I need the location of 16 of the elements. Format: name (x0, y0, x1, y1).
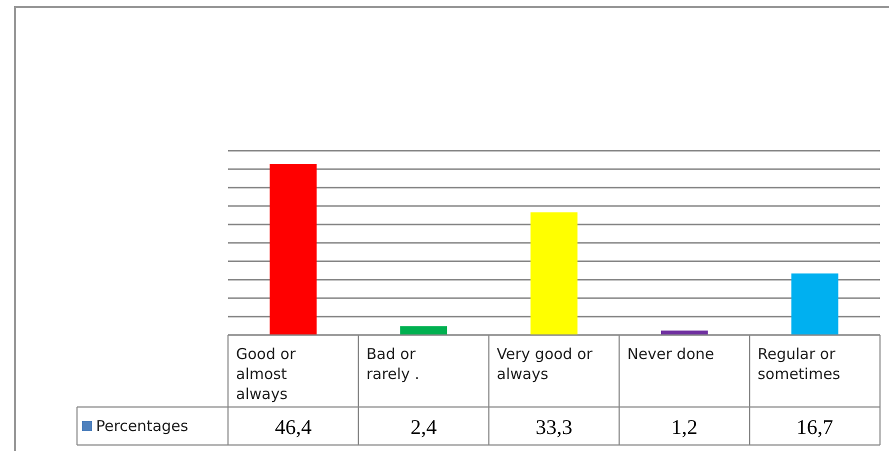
x-tick-label: Bad or rarely . (366, 345, 420, 383)
data-label: 1,2 (671, 415, 698, 439)
bar (400, 326, 448, 335)
bar (660, 330, 708, 335)
text: Percentages (96, 417, 188, 435)
data-label: 46,4 (274, 415, 312, 439)
x-tick-label: Good or almost always (236, 345, 296, 403)
bar (530, 212, 578, 335)
bar (791, 273, 838, 335)
x-tick-label: Never done (627, 345, 714, 363)
data-label: 33,3 (536, 415, 572, 439)
x-tick-label: Very good or always (496, 345, 594, 383)
data-label: 2,4 (410, 415, 438, 439)
x-tick-label: Regular or sometimes (758, 345, 840, 383)
bar (270, 164, 317, 335)
data-label: 16,7 (796, 415, 834, 439)
